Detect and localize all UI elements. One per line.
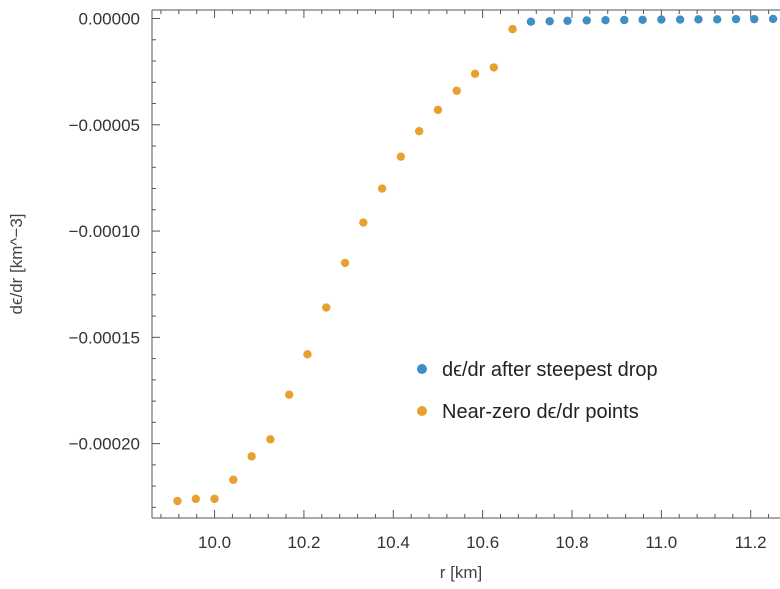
data-point-orange bbox=[284, 390, 294, 399]
x-axis: 10.0 10.2 10.4 10.6 10.8 11.0 11.2 bbox=[160, 10, 770, 552]
y-axis-title: dϵ/dr [km^−3] bbox=[7, 214, 26, 315]
data-point-orange bbox=[266, 435, 275, 444]
data-point-orange bbox=[508, 24, 517, 34]
x-tick-label: 10.8 bbox=[555, 533, 588, 552]
legend-marker-blue bbox=[417, 364, 427, 374]
y-tick-label: −0.00010 bbox=[69, 222, 140, 241]
x-tick-label: 10.6 bbox=[466, 533, 499, 552]
data-point-blue bbox=[545, 17, 554, 26]
data-points bbox=[173, 14, 778, 506]
data-point-blue bbox=[694, 15, 703, 24]
data-point-blue bbox=[620, 15, 629, 25]
legend: dϵ/dr after steepest drop Near-zero dϵ/d… bbox=[417, 359, 658, 423]
data-point-blue bbox=[675, 15, 685, 24]
y-tick-label: −0.00020 bbox=[69, 435, 140, 454]
data-point-orange bbox=[173, 496, 182, 506]
data-point-orange bbox=[191, 494, 200, 504]
x-tick-label: 11.2 bbox=[735, 533, 767, 552]
data-point-blue bbox=[713, 15, 722, 24]
data-point-orange bbox=[247, 452, 256, 461]
data-point-blue bbox=[526, 17, 536, 26]
data-point-orange bbox=[322, 303, 331, 312]
y-tick-label: −0.00015 bbox=[69, 328, 140, 347]
data-point-blue bbox=[731, 14, 741, 24]
data-point-orange bbox=[359, 218, 368, 227]
data-point-orange bbox=[340, 258, 350, 268]
y-tick-label: −0.00005 bbox=[69, 116, 140, 135]
plot-frame bbox=[151, 9, 780, 519]
data-point-blue bbox=[750, 14, 759, 24]
data-point-orange bbox=[303, 350, 312, 359]
legend-marker-orange bbox=[417, 406, 427, 416]
x-tick-label: 10.4 bbox=[377, 533, 410, 552]
data-point-orange bbox=[414, 126, 424, 136]
data-point-blue bbox=[657, 15, 666, 24]
x-axis-title: r [km] bbox=[440, 563, 483, 582]
data-point-orange bbox=[396, 152, 406, 161]
data-point-blue bbox=[638, 15, 647, 24]
data-point-blue bbox=[582, 16, 591, 25]
x-tick-label: 10.0 bbox=[198, 533, 231, 552]
data-point-orange bbox=[470, 69, 480, 78]
data-point-orange bbox=[433, 105, 443, 115]
data-point-orange bbox=[452, 86, 461, 95]
x-tick-label: 10.2 bbox=[287, 533, 320, 552]
data-point-blue bbox=[768, 14, 778, 24]
y-axis: 0.00000 −0.00005 −0.00010 −0.00015 −0.00020 bbox=[69, 10, 160, 508]
y-tick-label: 0.00000 bbox=[79, 10, 140, 29]
data-point-orange bbox=[210, 494, 219, 504]
data-point-orange bbox=[229, 475, 238, 484]
legend-label-blue: dϵ/dr after steepest drop bbox=[442, 359, 658, 381]
data-point-orange bbox=[489, 63, 499, 72]
data-point-orange bbox=[377, 184, 387, 193]
data-point-blue bbox=[563, 16, 572, 26]
legend-label-orange: Near-zero dϵ/dr points bbox=[442, 401, 639, 423]
x-tick-label: 11.0 bbox=[645, 533, 677, 552]
data-point-blue bbox=[601, 16, 610, 25]
